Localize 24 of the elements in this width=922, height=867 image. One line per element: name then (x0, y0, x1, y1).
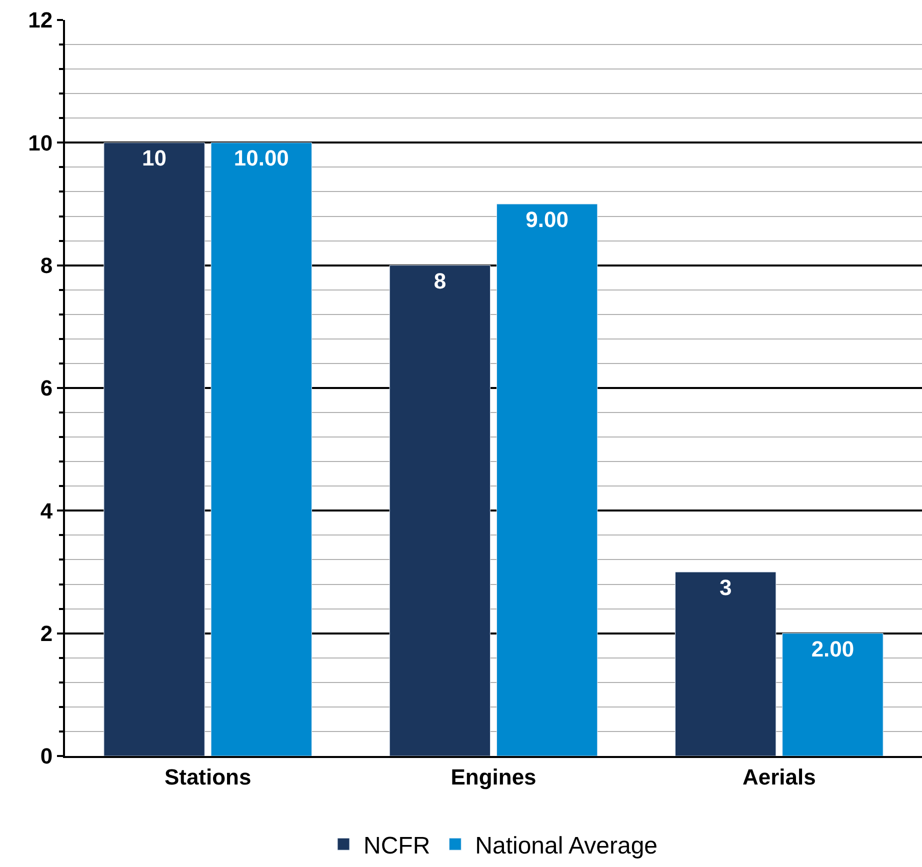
data-label: 3 (719, 575, 732, 600)
y-tick-label: 6 (40, 376, 53, 401)
data-label: 10.00 (234, 146, 289, 171)
bar (675, 572, 776, 756)
bar (210, 142, 312, 756)
legend-label: NCFR (364, 832, 430, 860)
bar (782, 633, 884, 756)
data-label: 9.00 (526, 207, 568, 232)
data-label: 8 (434, 268, 446, 294)
bar (104, 142, 205, 756)
bar (496, 204, 598, 756)
bar (389, 265, 491, 756)
y-tick-label: 4 (40, 498, 54, 524)
x-tick-label: Engines (450, 764, 536, 790)
x-tick-label: Stations (164, 764, 252, 790)
legend-label: National Average (475, 832, 658, 860)
y-tick-label: 0 (40, 744, 53, 769)
y-tick-label: 2 (40, 621, 53, 646)
y-tick-label: 12 (28, 8, 53, 33)
x-tick-label: Aerials (742, 764, 816, 790)
data-label: 10 (142, 146, 167, 171)
y-tick-label: 8 (40, 253, 53, 278)
data-label: 2.00 (811, 636, 854, 662)
y-tick-label: 10 (28, 130, 53, 156)
